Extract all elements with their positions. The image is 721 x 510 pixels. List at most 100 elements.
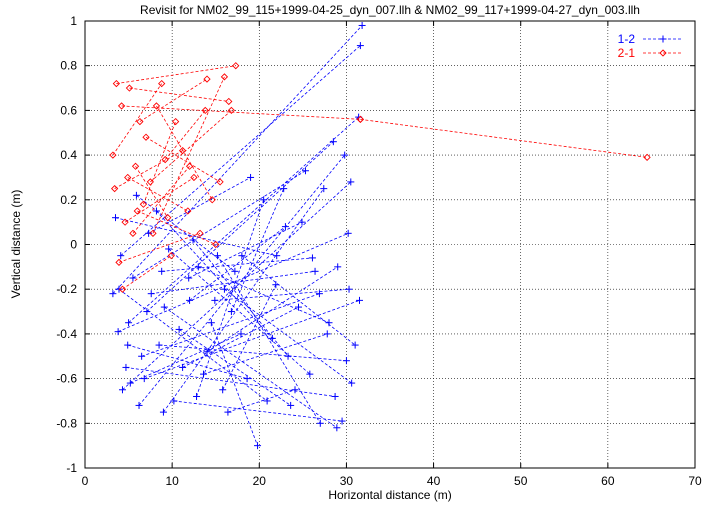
series-2-segment [139,78,208,122]
series-1-point [160,303,168,311]
series-1-point [124,341,132,349]
series-1-point [238,252,246,260]
series-1-segment [188,221,303,279]
y-tick-label: -0.2 [56,282,77,296]
series-2-point [201,106,209,115]
series-1-point [291,386,299,394]
legend-1-point [659,35,667,43]
series-1-point [207,319,215,327]
series-1-segment [138,154,345,406]
series-2-point [161,155,169,164]
series-1-segment [151,270,316,295]
series-2-point [196,229,204,237]
series-2-point [184,207,192,215]
series-1-point [194,263,202,271]
series-1-segment [203,333,328,375]
series-1-point [356,296,363,304]
series-1-segment [115,217,277,257]
series-1-point [287,401,295,409]
series-2-point [164,214,172,222]
series-1-point [323,330,331,338]
series-1-point [145,229,153,237]
series-1-segment [161,257,313,272]
series-2-point [149,229,157,237]
series-1-point [189,236,197,244]
series-1-point [356,42,364,50]
series-1-point [301,167,309,175]
series-1-segment [144,299,360,379]
series-1-point [213,252,221,260]
series-2-point [146,178,154,186]
series-2-point [133,207,141,215]
series-2-point [167,252,175,260]
series-1-segment [178,329,291,406]
legend-2-point [659,49,667,57]
series-2-point [643,153,651,161]
series-2-point [121,218,129,226]
series-1-point [109,290,117,298]
series-1-point [280,185,288,193]
series-1-point [143,308,151,316]
series-1-point [260,196,268,204]
series-2-point [212,240,220,249]
x-tick-label: 0 [82,474,89,488]
series-2-segment [137,210,216,245]
series-1-segment [146,141,334,312]
series-2-segment [122,255,172,290]
series-1-point [316,419,324,427]
series-2-point [139,200,148,208]
series-1 [109,21,366,450]
series-2-segment [156,105,213,201]
series-1-point [329,138,337,146]
series-2-point [136,117,144,126]
series-2-point [115,258,123,267]
series-2-segment [112,83,163,156]
series-1-point [175,325,183,333]
series-2-point [117,102,126,110]
series-1-segment [136,195,236,272]
series-1-segment [125,367,336,397]
series-2-point [158,79,166,88]
series-1-point [132,191,140,199]
series-1-segment [163,188,325,413]
series-1-point [135,401,143,409]
series-2-segment [152,76,225,234]
series-1-segment [217,255,321,424]
series-1-point [112,214,119,222]
series-2-segment [360,118,648,158]
x-tick-label: 30 [340,474,354,488]
y-tick-label: -1 [66,461,77,475]
legend: 1-22-1 [618,32,683,60]
series-2-segment [118,232,201,263]
series-1-point [117,252,125,260]
x-tick-label: 20 [253,474,267,488]
y-tick-label: -0.6 [56,372,77,386]
series-1-point [348,379,356,387]
legend-label: 1-2 [618,32,636,46]
series-1-point [227,308,235,316]
series-1-point [158,267,166,275]
series-1-point [165,245,173,253]
x-axis-label: Horizontal distance (m) [328,488,451,502]
series-1-point [237,330,245,338]
series-2-point [220,73,229,81]
series-1-point [345,285,353,293]
series-2-point [125,84,134,92]
series-2-point [190,173,198,182]
series-1-point [170,397,178,405]
series-1-point [295,303,302,311]
chart-title: Revisit for NM02_99_115+1999-04-25_dyn_0… [140,3,640,17]
series-1-point [272,281,280,289]
x-tick-label: 50 [514,474,528,488]
series-1-point [334,263,342,271]
series-1-point [125,319,133,327]
series-1-segment [120,45,361,256]
x-tick-label: 60 [601,474,615,488]
series-1-point [159,408,167,416]
series-1-point [306,370,314,378]
series-2-point [208,196,216,204]
series-1-point [308,254,316,262]
series-2-segment [124,177,195,223]
series-1-segment [141,293,320,357]
